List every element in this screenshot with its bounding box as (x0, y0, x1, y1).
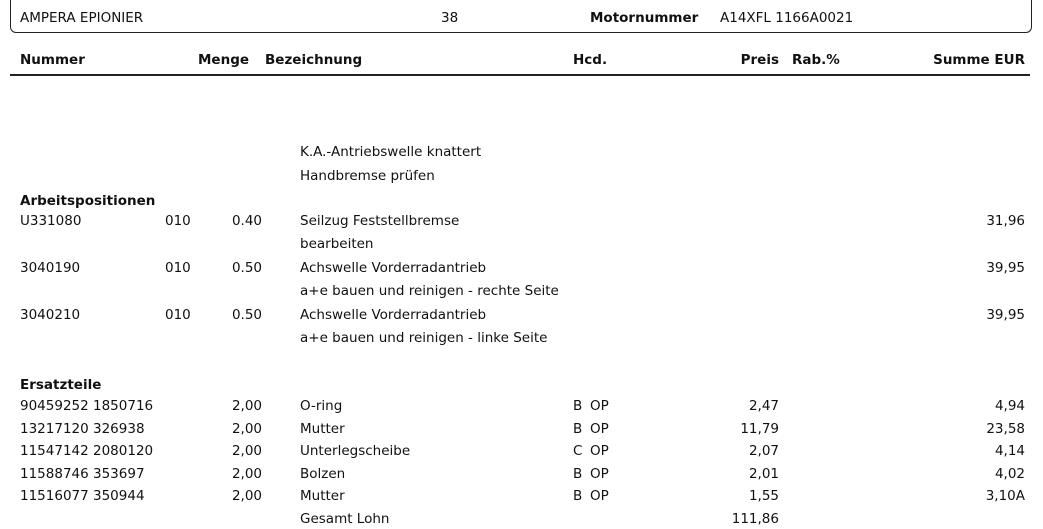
part-description: Unterlegscheibe (300, 443, 411, 459)
labor-number: 3040190 (20, 260, 81, 276)
part-description: Bolzen (300, 465, 346, 482)
part-number: 90459252 1850716 (20, 398, 154, 414)
part-quantity: 2,00 (231, 488, 262, 504)
motor-label: Motornummer (590, 10, 699, 26)
labor-quantity: 0.40 (231, 213, 262, 229)
part-hcd: B (573, 465, 583, 482)
part-number: 11547142 2080120 (20, 443, 154, 459)
part-number: 13217120 326938 (20, 420, 145, 437)
part-description: Mutter (300, 488, 345, 504)
labor-sum: 39,95 (986, 307, 1025, 323)
part-description: Mutter (300, 420, 345, 437)
col-preis: Preis (740, 52, 779, 68)
part-sum: 4,02 (994, 465, 1025, 482)
part-quantity: 2,00 (231, 420, 262, 437)
labor-number: 3040210 (20, 307, 81, 323)
motor-value: A14XFL 1166A0021 (720, 10, 854, 26)
part-hcd: B (573, 488, 583, 504)
labor-detail: bearbeiten (300, 236, 374, 252)
part-number: 11516077 350944 (20, 488, 145, 504)
part-quantity: 2,00 (231, 465, 262, 482)
labor-description: Seilzug Feststellbremse (300, 213, 460, 229)
part-sum: 4,14 (994, 443, 1025, 459)
part-description: O-ring (300, 398, 343, 414)
vehicle-code: 38 (441, 10, 459, 26)
labor-section-title: Arbeitspositionen (20, 193, 156, 209)
vehicle-model: AMPERA EPIONIER (20, 10, 144, 26)
part-hcd-type: OP (590, 398, 609, 414)
parts-section-title: Ersatzteile (20, 377, 102, 393)
col-bezeichnung: Bezeichnung (265, 52, 363, 68)
col-menge: Menge (198, 52, 250, 68)
labor-quantity: 0.50 (231, 260, 262, 276)
labor-number: U331080 (20, 213, 82, 229)
part-price: 1,55 (748, 488, 779, 504)
part-price: 2,47 (748, 398, 779, 414)
total-value: 111,86 (731, 511, 779, 527)
part-hcd-type: OP (590, 420, 609, 437)
part-hcd-type: OP (590, 488, 609, 504)
part-number: 11588746 353697 (20, 465, 145, 482)
part-price: 11,79 (740, 420, 779, 437)
complaint-text: Handbremse prüfen (300, 168, 435, 184)
labor-detail: a+e bauen und reinigen - linke Seite (300, 330, 548, 346)
part-sum: 4,94 (994, 398, 1025, 414)
part-hcd: B (573, 398, 583, 414)
header-divider (10, 74, 1030, 76)
labor-code: 010 (165, 260, 191, 276)
col-hcd: Hcd. (573, 52, 608, 68)
part-quantity: 2,00 (231, 443, 262, 459)
labor-description: Achswelle Vorderradantrieb (300, 260, 487, 276)
part-quantity: 2,00 (231, 398, 262, 414)
labor-code: 010 (165, 213, 191, 229)
vehicle-header-box (10, 0, 1032, 33)
col-rabatt: Rab.% (792, 52, 840, 68)
part-sum: 23,58 (986, 420, 1025, 437)
part-hcd: B (573, 420, 583, 437)
labor-detail: a+e bauen und reinigen - rechte Seite (300, 283, 559, 299)
labor-quantity: 0.50 (231, 307, 262, 323)
part-hcd-type: OP (590, 443, 609, 459)
col-nummer: Nummer (20, 52, 85, 68)
labor-code: 010 (165, 307, 191, 323)
col-summe: Summe EUR (933, 52, 1025, 68)
part-sum: 3,10A (985, 488, 1025, 504)
part-hcd: C (573, 443, 583, 459)
part-hcd-type: OP (590, 465, 609, 482)
total-label: Gesamt Lohn (300, 511, 390, 527)
part-price: 2,01 (748, 465, 779, 482)
complaint-text: K.A.-Antriebswelle knattert (300, 144, 482, 160)
part-price: 2,07 (748, 443, 779, 459)
labor-description: Achswelle Vorderradantrieb (300, 307, 487, 323)
labor-sum: 31,96 (986, 213, 1025, 229)
labor-sum: 39,95 (986, 260, 1025, 276)
